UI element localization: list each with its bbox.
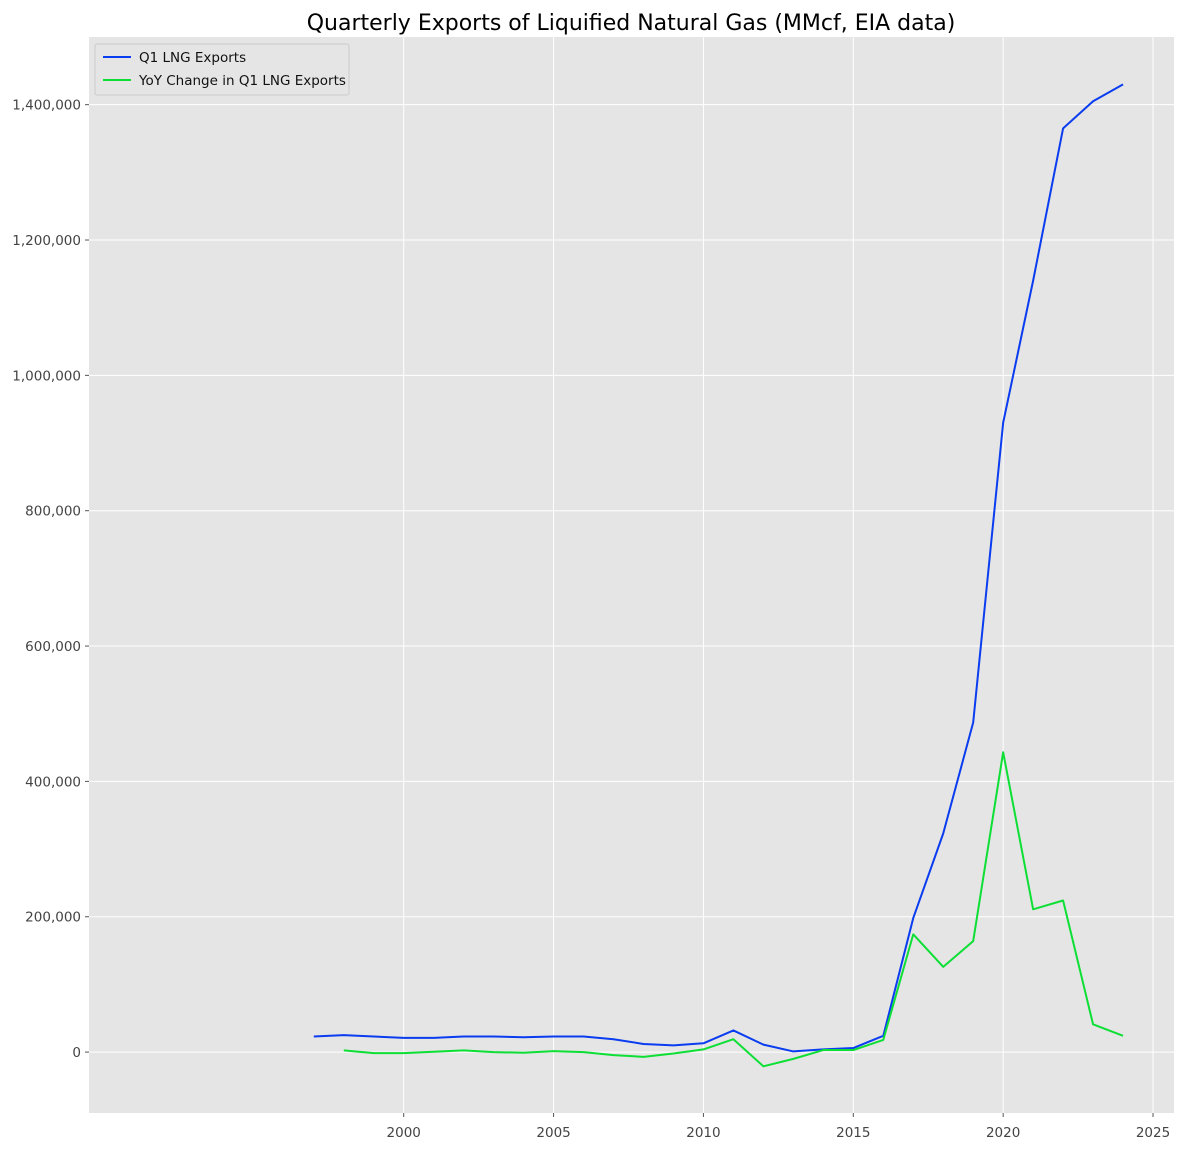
y-tick-label-800000: 800,000 [25,504,81,520]
y-tick-label-0: 0 [72,1045,81,1061]
x-tick-label-2020: 2020 [986,1125,1020,1141]
y-tick-label-600000: 600,000 [25,639,81,655]
y-tick-label-1200000: 1,200,000 [12,233,81,249]
series-lines [313,83,1124,1068]
y-tick-label-1400000: 1,400,000 [12,98,81,114]
legend-box [94,43,350,96]
x-tick-label-2005: 2005 [536,1125,570,1141]
x-axis: 2000 2005 2010 2015 2020 2025 [387,1113,1170,1141]
legend-label-q1-lng-exports: Q1 LNG Exports [139,50,246,66]
y-tick-label-1000000: 1,000,000 [12,368,81,384]
legend-label-yoy-change: YoY Change in Q1 LNG Exports [138,73,346,89]
y-tick-label-200000: 200,000 [25,910,81,926]
x-tick-label-2025: 2025 [1136,1125,1170,1141]
x-tick-label-2000: 2000 [387,1125,421,1141]
plot-area [89,37,1174,1113]
x-tick-label-2010: 2010 [686,1125,720,1141]
legend: Q1 LNG Exports YoY Change in Q1 LNG Expo… [94,43,350,96]
grid-lines [89,37,1174,1113]
series-line-0 [313,83,1124,1053]
chart-title: Quarterly Exports of Liquified Natural G… [307,11,956,36]
y-axis: 0 200,000 400,000 600,000 800,000 1,000,000 1,… [12,98,89,1061]
y-tick-label-400000: 400,000 [25,774,81,790]
series-line-1 [343,751,1124,1068]
x-tick-label-2015: 2015 [836,1125,870,1141]
